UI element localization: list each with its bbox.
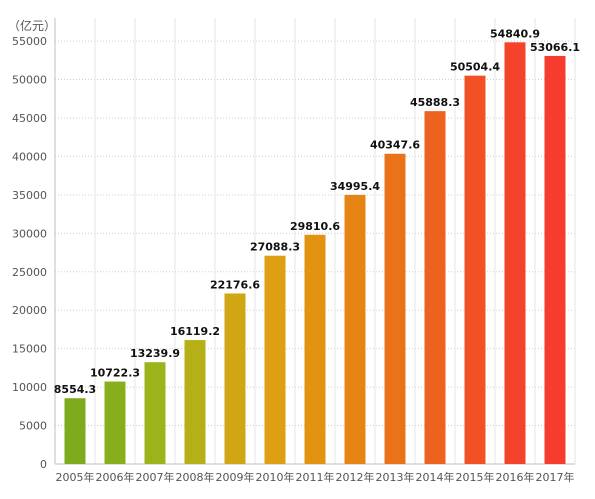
data-label: 54840.9 [490,27,540,40]
bar [384,153,406,464]
bar [504,42,526,464]
x-tick-label: 2006年 [96,470,135,484]
x-tick-label: 2012年 [336,470,375,484]
x-tick-label: 2017年 [536,470,575,484]
y-tick-label: 0 [40,458,47,471]
x-tick-label: 2011年 [296,470,335,484]
x-tick-label: 2016年 [496,470,535,484]
y-tick-label: 25000 [12,266,47,279]
y-tick-label: 55000 [12,35,47,48]
gridlines [54,18,576,464]
data-label: 34995.4 [330,180,380,193]
bar [224,293,246,464]
bar [344,194,366,464]
data-label: 16119.2 [170,325,220,338]
bar [464,75,486,464]
x-tick-label: 2015年 [456,470,495,484]
data-label: 10722.3 [90,367,140,380]
y-tick-label: 5000 [19,420,47,433]
data-label: 29810.6 [290,220,340,233]
y-tick-label: 45000 [12,112,47,125]
y-axis-label: （亿元） [8,18,56,33]
y-tick-label: 10000 [12,381,47,394]
x-tick-label: 2005年 [56,470,95,484]
bar [304,234,326,464]
x-tick-label: 2009年 [216,470,255,484]
bar [184,340,206,464]
data-label: 53066.1 [530,41,580,54]
bar [264,255,286,464]
y-tick-label: 35000 [12,189,47,202]
x-tick-label: 2008年 [176,470,215,484]
bar [104,381,126,464]
x-tick-labels: 2005年 2006年 2007年 2008年 2009年 2010年 2011年 2012年… [56,470,575,484]
data-label: 22176.6 [210,278,260,291]
y-tick-label: 30000 [12,227,47,240]
bar [424,111,446,464]
x-tick-label: 2007年 [136,470,175,484]
y-tick-label: 15000 [12,343,47,356]
data-label: 40347.6 [370,139,420,152]
y-tick-label: 20000 [12,304,47,317]
data-label: 50504.4 [450,61,500,74]
x-tick-label: 2014年 [416,470,455,484]
y-tick-labels: 0 5000 10000 15000 20000 25000 30000 35000 40000… [12,35,47,471]
bars [64,42,566,464]
data-label: 8554.3 [54,383,96,396]
data-label: 45888.3 [410,96,460,109]
bar [544,55,566,464]
x-tick-label: 2013年 [376,470,415,484]
data-label: 27088.3 [250,241,300,254]
value-labels: 8554.3 10722.3 13239.9 16119.2 22176.6 27088.… [54,27,580,396]
data-label: 13239.9 [130,347,180,360]
y-tick-label: 50000 [12,74,47,87]
y-tick-label: 40000 [12,150,47,163]
bar [64,398,86,464]
bar [144,362,166,464]
x-tick-label: 2010年 [256,470,295,484]
